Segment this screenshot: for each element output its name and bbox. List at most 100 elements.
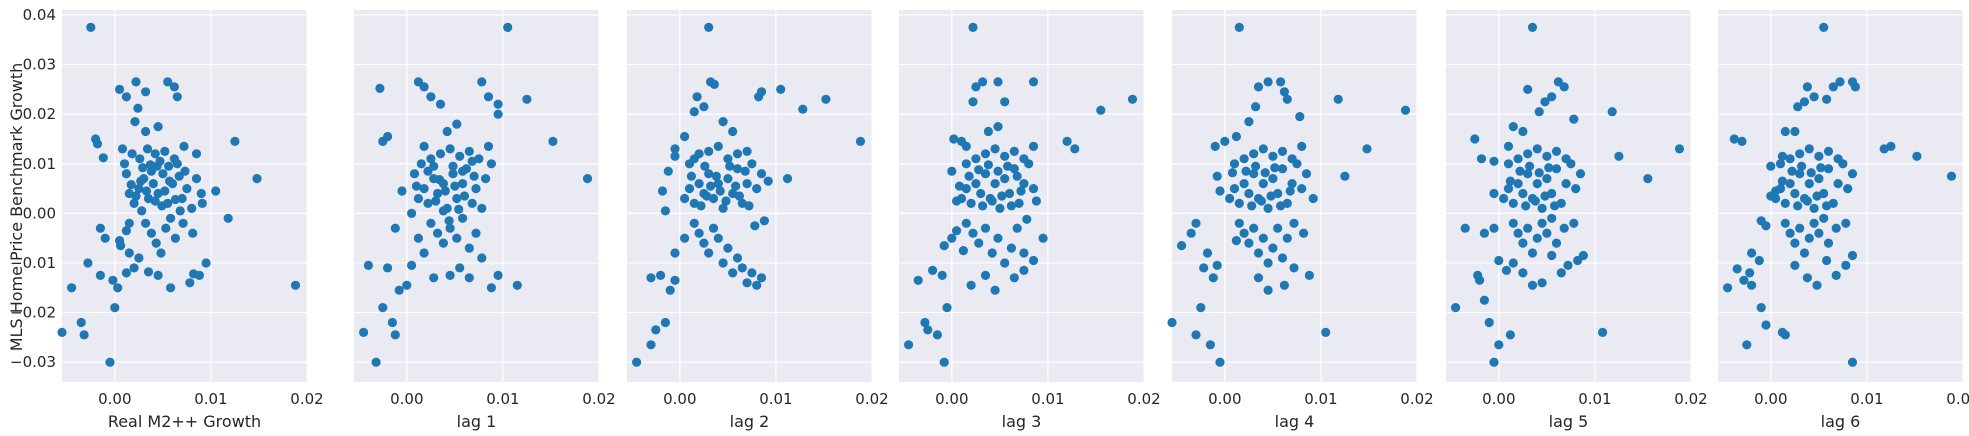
data-point <box>1802 82 1812 92</box>
data-point <box>431 196 441 206</box>
data-point <box>995 203 1005 213</box>
y-tick-label: 0.01 <box>23 155 56 173</box>
data-point <box>713 233 723 243</box>
data-point <box>136 176 146 186</box>
data-point <box>442 126 452 137</box>
data-point <box>1505 330 1515 340</box>
data-point <box>95 270 105 280</box>
data-point <box>1771 193 1781 204</box>
data-point <box>1551 238 1562 248</box>
data-point <box>191 149 202 159</box>
data-point <box>1014 198 1024 208</box>
data-point <box>1761 320 1771 330</box>
data-point <box>1814 174 1824 184</box>
data-point <box>182 184 192 194</box>
data-point <box>1802 196 1812 206</box>
x-tick-label: 0.00 <box>390 390 423 408</box>
data-point <box>383 131 393 142</box>
data-point <box>113 283 123 293</box>
data-point <box>464 243 474 253</box>
data-point <box>1000 258 1010 268</box>
data-point <box>1202 248 1213 258</box>
data-point <box>146 228 156 238</box>
data-point <box>1537 218 1547 228</box>
data-point <box>1847 250 1858 261</box>
data-point <box>435 149 446 159</box>
data-point <box>483 92 494 102</box>
data-point <box>696 201 706 211</box>
data-point <box>197 198 207 208</box>
data-point <box>512 280 522 290</box>
data-point <box>1499 193 1509 204</box>
data-point <box>1806 168 1816 178</box>
data-point <box>1019 265 1029 275</box>
scatter-panel: 0.00 0.01 0.02 lag 4 <box>1167 10 1434 431</box>
data-point <box>718 203 728 213</box>
data-point <box>1790 260 1800 270</box>
data-point <box>913 275 923 285</box>
data-point <box>1561 179 1571 189</box>
data-point <box>1785 228 1795 238</box>
data-point <box>1475 275 1485 285</box>
data-point <box>121 169 131 179</box>
data-point <box>1019 154 1029 164</box>
data-point <box>1479 295 1489 305</box>
data-point <box>1031 196 1041 206</box>
data-point <box>166 213 176 223</box>
data-point <box>1515 166 1525 176</box>
data-point <box>76 317 86 328</box>
data-point <box>1912 151 1922 161</box>
scatter-panel: 0.00 0.01 0.02 lag 5 <box>1446 10 1708 431</box>
data-point <box>448 169 458 179</box>
data-point <box>1523 169 1533 179</box>
data-point <box>471 228 481 238</box>
data-point <box>1729 134 1739 144</box>
data-point <box>1795 223 1805 233</box>
data-point <box>1540 191 1550 201</box>
data-point <box>1532 144 1542 154</box>
data-point <box>1489 357 1499 367</box>
data-point <box>157 201 167 211</box>
data-point <box>67 283 77 293</box>
data-point <box>141 186 152 196</box>
data-point <box>477 203 487 213</box>
data-point <box>708 223 719 233</box>
data-point <box>1215 357 1225 367</box>
data-point <box>1249 149 1259 159</box>
data-point <box>141 218 151 228</box>
y-tick-label: 0.02 <box>23 105 56 123</box>
data-point <box>742 278 752 288</box>
data-point <box>458 213 468 223</box>
data-point <box>95 223 105 233</box>
data-point <box>686 171 697 181</box>
scatter-panel: 0.00 0.01 0.02 lag 6 <box>1718 10 1969 431</box>
data-point <box>1537 278 1547 288</box>
data-point <box>680 233 690 243</box>
data-point <box>756 273 767 283</box>
data-point <box>961 159 971 169</box>
data-point <box>978 201 988 211</box>
data-point <box>115 84 125 94</box>
data-point <box>1780 330 1790 340</box>
data-point <box>1527 22 1538 32</box>
data-point <box>1795 149 1805 159</box>
data-point <box>646 340 656 350</box>
data-point <box>92 139 103 149</box>
data-point <box>1742 340 1752 350</box>
data-point <box>153 122 163 132</box>
data-point <box>1534 168 1544 178</box>
data-point <box>178 218 188 228</box>
data-point <box>947 233 957 243</box>
plot-background <box>899 10 1144 382</box>
data-point <box>1797 161 1807 171</box>
data-point <box>445 270 455 280</box>
data-point <box>1244 188 1254 199</box>
data-point <box>961 141 971 151</box>
data-point <box>923 325 933 335</box>
data-point <box>170 194 180 205</box>
data-point <box>402 280 412 290</box>
data-point <box>426 154 436 164</box>
data-point <box>1754 255 1764 266</box>
data-point <box>776 84 786 94</box>
data-point <box>1521 201 1531 211</box>
